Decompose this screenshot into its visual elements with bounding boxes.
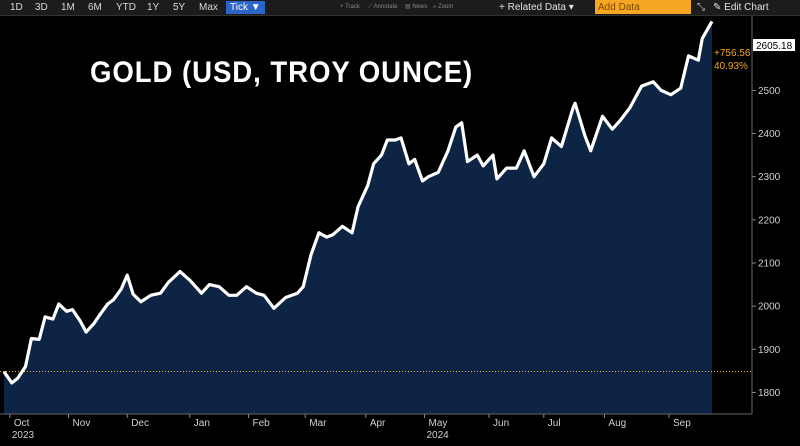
timeframe-5y[interactable]: 5Y — [173, 2, 186, 13]
y-tick-label: 2400 — [758, 129, 781, 140]
x-tick-label: Nov — [73, 418, 91, 429]
y-axis: 1800 1900 2000 2100 2200 2300 2400 2500 — [751, 16, 781, 414]
edit-chart-button[interactable]: ✎ Edit Chart — [713, 2, 769, 13]
x-tick-label: Sep — [673, 418, 691, 429]
track-tool-label: Track — [345, 4, 360, 10]
y-tick-label: 2300 — [758, 172, 781, 183]
x-year-label: 2024 — [426, 430, 449, 441]
y-tick-label: 1800 — [758, 388, 781, 399]
y-tick-label: 2200 — [758, 215, 781, 226]
area-fill — [4, 21, 712, 415]
x-tick-label: Oct — [14, 418, 30, 429]
related-data-button[interactable]: + Related Data ▾ — [499, 2, 574, 13]
track-tool[interactable]: + Track — [340, 4, 360, 10]
change-absolute-label: +756.56 — [714, 48, 751, 59]
last-price-tag: 2605.18 — [753, 39, 795, 52]
annotate-tool-label: Annotate — [373, 4, 398, 10]
timeframe-3d[interactable]: 3D — [35, 2, 48, 13]
timeframe-1y[interactable]: 1Y — [147, 2, 160, 13]
chart-title: GOLD (USD, TROY OUNCE) — [90, 56, 474, 89]
chart-plot: 1800 1900 2000 2100 2200 2300 2400 2500 Oct Nov D… — [0, 16, 795, 441]
change-percent-label: 40.93% — [714, 61, 748, 72]
y-tick-label: 2100 — [758, 258, 781, 269]
annotate-tool[interactable]: ⟋ Annotate — [368, 4, 398, 10]
timeframe-6m[interactable]: 6M — [88, 2, 102, 13]
x-tick-label: Jun — [493, 418, 509, 429]
news-tool[interactable]: ▤ News — [405, 4, 428, 10]
y-tick-label: 2500 — [758, 86, 781, 97]
zoom-tool-label: Zoom — [438, 4, 454, 10]
timeframe-1m[interactable]: 1M — [61, 2, 75, 13]
y-tick-label: 1900 — [758, 345, 781, 356]
x-tick-label: Jan — [194, 418, 210, 429]
x-tick-label: May — [428, 418, 447, 429]
timeframe-1d[interactable]: 1D — [10, 2, 23, 13]
y-tick-label: 2000 — [758, 302, 781, 313]
x-tick-label: Aug — [608, 418, 626, 429]
last-price-label: 2605.18 — [756, 41, 793, 52]
timeframe-tick-dropdown[interactable]: Tick ▼ — [226, 1, 265, 14]
x-tick-label: Dec — [131, 418, 149, 429]
x-tick-label: Jul — [548, 418, 561, 429]
price-line — [2, 20, 714, 385]
x-axis: Oct Nov Dec Jan Feb Mar Apr May Jun Jul Aug Sep 2023… — [0, 413, 752, 441]
timeframe-ytd[interactable]: YTD — [116, 2, 136, 13]
zoom-tool[interactable]: ⌕ Zoom — [433, 4, 454, 10]
x-tick-label: Mar — [309, 418, 327, 429]
timeframe-max[interactable]: Max — [199, 2, 218, 13]
chart-toolbar: 1D 3D 1M 6M YTD 1Y 5Y Max Tick ▼ + Track… — [0, 0, 800, 16]
plot-area — [0, 20, 752, 415]
double-arrow-icon[interactable]: ⤡ — [697, 2, 705, 13]
x-tick-label: Apr — [370, 418, 386, 429]
news-tool-label: News — [412, 4, 428, 10]
x-tick-label: Feb — [252, 418, 270, 429]
x-year-label: 2023 — [12, 430, 35, 441]
add-data-input[interactable] — [595, 0, 691, 14]
